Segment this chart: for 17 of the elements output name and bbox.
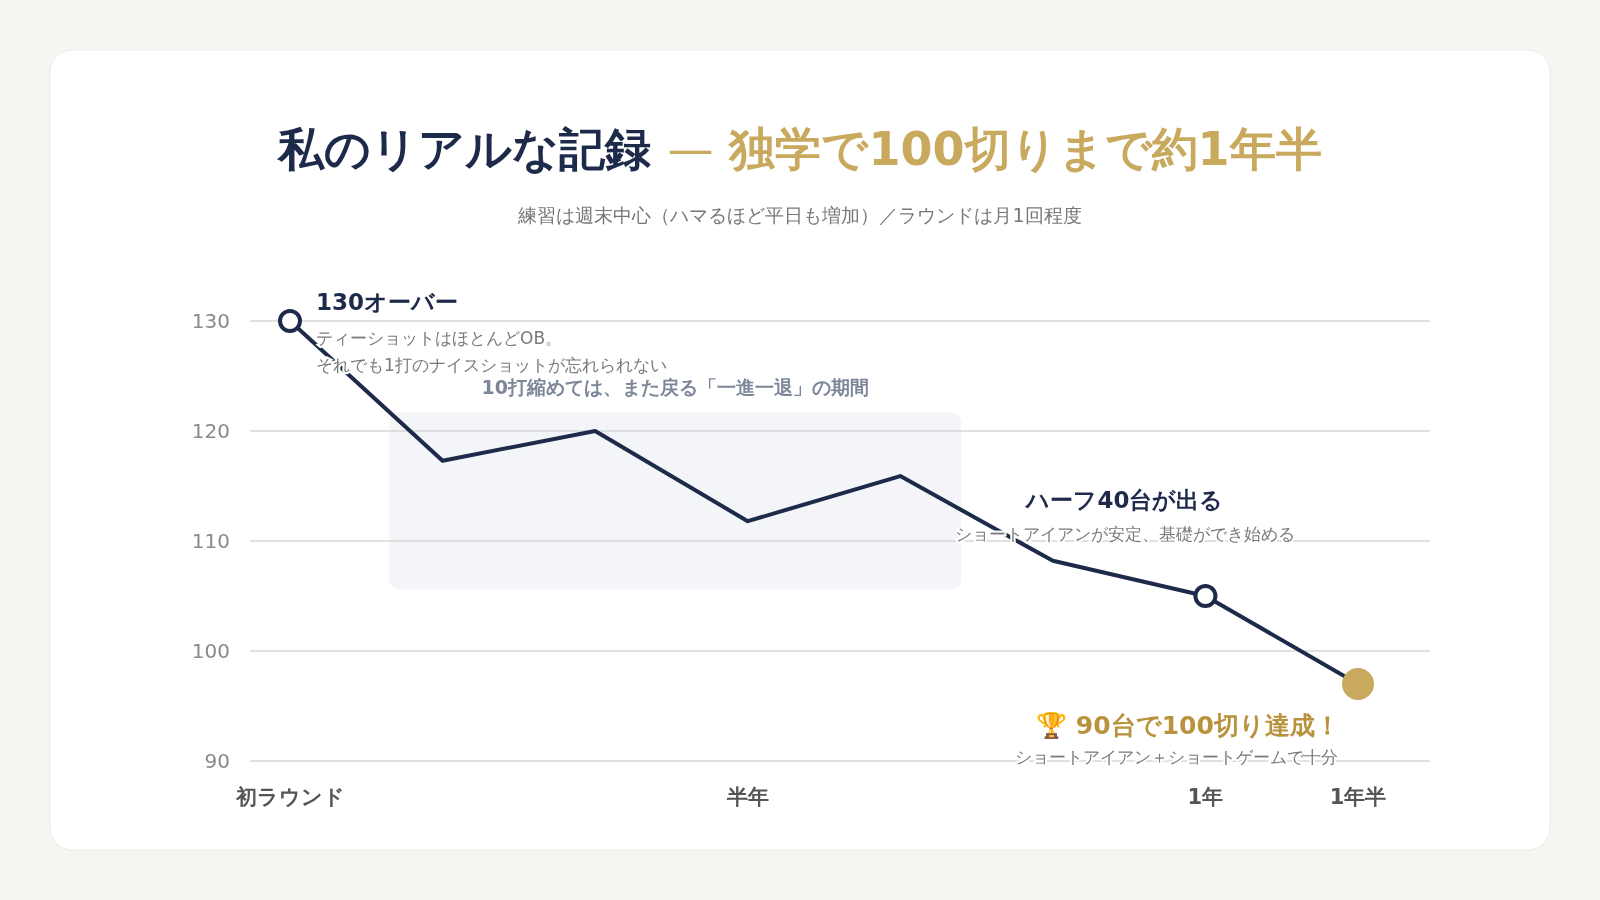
x-tick-label: 初ラウンド	[234, 785, 345, 809]
x-tick-label: 半年	[725, 785, 769, 809]
y-tick-label: 110	[191, 529, 230, 553]
annotation: 🏆 90台で100切り達成！	[1036, 711, 1340, 740]
chart-title: 私のリアルな記録 — 独学で100切りまで約1年半	[276, 122, 1322, 176]
y-tick-label: 100	[191, 639, 230, 663]
y-tick-label: 90	[204, 749, 230, 773]
annotation: ティーショットはほとんどOB。	[316, 328, 563, 348]
band-label: 10打縮めては、また戻る「一進一退」の期間	[481, 376, 869, 399]
x-tick-label: 1年	[1187, 785, 1224, 809]
text: 130オーバー	[316, 289, 459, 315]
x-tick-label: 1年半	[1329, 785, 1387, 809]
chart-subtitle: 練習は週末中心（ハマるほど平日も増加）／ラウンドは月1回程度	[517, 204, 1082, 226]
annotation: ハーフ40台が出る	[1024, 487, 1224, 513]
y-tick-label: 120	[191, 419, 230, 443]
annotation: ショートアイアン＋ショートゲームで十分	[1014, 747, 1338, 767]
y-tick-label: 130	[191, 309, 230, 333]
